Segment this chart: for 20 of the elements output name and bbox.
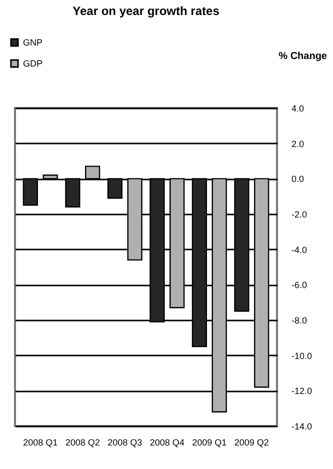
text: % Change [278,51,328,62]
y-tick-label: -6.0 [292,280,308,290]
x-tick-label: 2008 Q4 [150,438,184,448]
x-tick-label: 2008 Q2 [65,438,100,448]
legend-label: GNP [23,38,43,48]
y-tick-label: -10.0 [292,350,312,361]
y-tick-label: -4.0 [292,244,308,255]
y-tick-label: -2.0 [292,210,308,220]
x-tick-label: 2008 Q3 [108,438,142,448]
y-tick-label: 0.0 [292,174,304,184]
y-tick-label: -8.0 [292,316,308,326]
x-tick-label: 2009 Q2 [234,438,269,448]
y-tick-label: -14.0 [292,422,312,432]
y-tick-label: 2.0 [292,138,304,149]
y-tick-label: 4.0 [292,104,304,114]
x-tick-label: 2009 Q1 [192,438,227,448]
x-tick-label: 2008 Q1 [23,438,58,448]
legend-label: GDP [23,58,43,68]
y-tick-label: -12.0 [292,386,312,396]
chart-title: Year on year growth rates [72,4,220,18]
